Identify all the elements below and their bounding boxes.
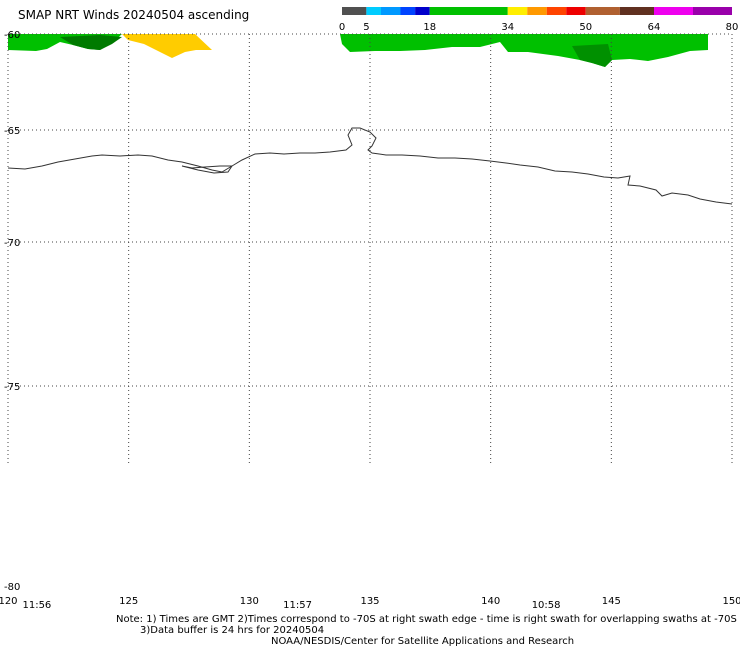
swath-time-label: 11:56	[22, 600, 51, 611]
latitude-tick-label: -75	[4, 382, 20, 393]
map-grid	[7, 33, 733, 464]
swath-time-label: 10:58	[532, 600, 561, 611]
colorbar-segment	[693, 7, 732, 15]
colorbar-label: 64	[648, 22, 661, 33]
ice-shelf-outline	[181, 165, 233, 174]
colorbar-segment	[566, 7, 586, 15]
colorbar-label: 50	[579, 22, 592, 33]
swath-time-label: 11:57	[283, 600, 312, 611]
colorbar-segment	[342, 7, 367, 15]
swath-time-labels: 11:56 11:57 10:58	[22, 600, 560, 611]
note-line-1: Note: 1) Times are GMT 2)Times correspon…	[116, 614, 737, 625]
plot-title: SMAP NRT Winds 20240504 ascending	[18, 8, 250, 22]
wind-swath-left	[8, 34, 212, 58]
latitude-tick-label: -70	[4, 238, 20, 249]
longitude-tick-label: 150	[722, 596, 740, 607]
colorbar-segment	[527, 7, 547, 15]
wind-swath-darkgreen-right	[572, 44, 612, 67]
colorbar-segment	[366, 7, 381, 15]
colorbar-segment	[507, 7, 528, 15]
colorbar-label: 18	[423, 22, 436, 33]
footer-notes: Note: 1) Times are GMT 2)Times correspon…	[116, 614, 737, 647]
longitude-tick-label: 125	[119, 596, 138, 607]
colorbar-segment	[585, 7, 620, 15]
colorbar-segment	[381, 7, 401, 15]
colorbar: 0 5 18 34 50 64 80	[339, 7, 739, 33]
wind-swath-right	[340, 34, 708, 67]
colorbar-segment	[619, 7, 654, 15]
colorbar-segment	[654, 7, 693, 15]
longitude-tick-label: 130	[240, 596, 259, 607]
wind-swath-green-right	[340, 34, 708, 67]
colorbar-segment	[546, 7, 567, 15]
wind-swath-darkgreen-left	[60, 35, 122, 50]
colorbar-segment	[400, 7, 416, 15]
note-line-2: 3)Data buffer is 24 hrs for 20240504	[140, 625, 325, 636]
longitude-tick-label: 120	[0, 596, 18, 607]
colorbar-label: 5	[363, 22, 369, 33]
axis-tick-labels: -60 -65 -70 -75 -80 120 125 130 135 140 145 150	[0, 30, 740, 607]
antarctic-coastline	[7, 127, 733, 205]
colorbar-label: 0	[339, 22, 345, 33]
longitude-tick-label: 140	[481, 596, 500, 607]
colorbar-label: 34	[501, 22, 514, 33]
longitude-tick-label: 135	[360, 596, 379, 607]
colorbar-segment	[429, 7, 508, 15]
wind-swath-yellow	[122, 34, 212, 58]
colorbar-segment	[415, 7, 430, 15]
latitude-tick-label: -80	[4, 582, 20, 593]
longitude-tick-label: 145	[602, 596, 621, 607]
note-line-3: NOAA/NESDIS/Center for Satellite Applica…	[271, 636, 575, 647]
latitude-tick-label: -60	[4, 30, 20, 41]
latitude-tick-label: -65	[4, 126, 20, 137]
colorbar-label: 80	[726, 22, 739, 33]
